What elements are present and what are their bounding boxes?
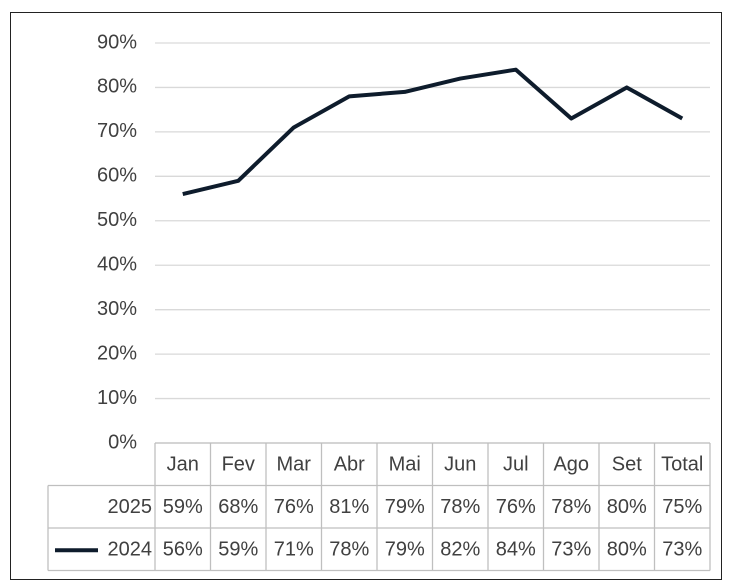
y-tick-label: 70%	[97, 120, 137, 142]
x-tick-label: Mar	[277, 454, 312, 476]
table-cell: 78%	[551, 496, 591, 518]
table-cell: 84%	[496, 539, 536, 561]
x-tick-label: Fev	[222, 454, 255, 476]
y-tick-label: 30%	[97, 298, 137, 320]
y-tick-label: 90%	[97, 31, 137, 53]
table-row-label: 2024	[108, 539, 153, 561]
table-cell: 80%	[607, 539, 647, 561]
table-cell: 79%	[385, 539, 425, 561]
x-tick-label: Total	[661, 454, 703, 476]
x-tick-label: Jul	[503, 454, 529, 476]
series-line	[182, 67, 684, 197]
y-tick-label: 10%	[97, 387, 137, 409]
x-tick-label: Jan	[167, 454, 199, 476]
table-cell: 76%	[274, 496, 314, 518]
y-tick-label: 80%	[97, 76, 137, 98]
table-cell: 73%	[551, 539, 591, 561]
x-tick-label: Jun	[444, 454, 476, 476]
table-cell: 80%	[607, 496, 647, 518]
table-cell: 75%	[662, 496, 702, 518]
x-tick-label: Mai	[389, 454, 421, 476]
table-cell: 78%	[329, 539, 369, 561]
table-cell: 79%	[385, 496, 425, 518]
table-cell: 82%	[440, 539, 480, 561]
table-cell: 78%	[440, 496, 480, 518]
table-cell: 68%	[218, 496, 258, 518]
y-tick-label: 20%	[97, 342, 137, 364]
table-cell: 56%	[163, 539, 203, 561]
x-tick-label: Abr	[334, 454, 365, 476]
table-row-label: 2025	[108, 496, 153, 518]
x-tick-label: Set	[612, 454, 642, 476]
y-tick-label: 0%	[108, 431, 137, 453]
y-tick-label: 50%	[97, 209, 137, 231]
x-tick-label: Ago	[553, 454, 589, 476]
table-cell: 76%	[496, 496, 536, 518]
table-cell: 59%	[163, 496, 203, 518]
table-cell: 59%	[218, 539, 258, 561]
table-cell: 73%	[662, 539, 702, 561]
y-tick-label: 40%	[97, 254, 137, 276]
table-cell: 81%	[329, 496, 369, 518]
table-cell: 71%	[274, 539, 314, 561]
y-tick-label: 60%	[97, 165, 137, 187]
